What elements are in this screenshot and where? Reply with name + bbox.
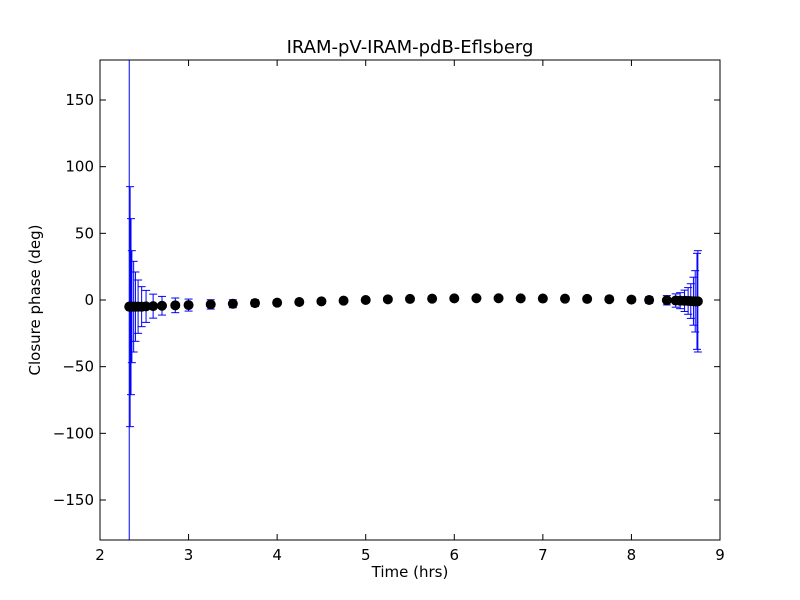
data-point (560, 293, 570, 304)
data-point (148, 301, 159, 312)
data-point (250, 298, 260, 309)
data-point (227, 298, 238, 309)
y-tick-label: −100 (53, 424, 94, 442)
data-point (405, 293, 415, 304)
chart-title: IRAM-pV-IRAM-pdB-Eflsberg (287, 37, 534, 58)
y-axis-label: Closure phase (deg) (26, 225, 44, 376)
data-point (537, 293, 548, 304)
data-point (692, 296, 703, 307)
y-tick-label: 150 (65, 91, 94, 109)
data-point (626, 294, 637, 305)
x-tick-label: 9 (715, 546, 725, 564)
x-tick-label: 4 (272, 546, 282, 564)
plot-content (124, 60, 703, 540)
data-point (644, 295, 655, 305)
data-point (427, 293, 438, 304)
data-point (360, 295, 371, 305)
data-point (493, 293, 504, 304)
y-tick-label: 0 (84, 291, 94, 309)
data-point (183, 300, 194, 311)
data-point (316, 296, 327, 307)
axes: 2 3 4 5 6 7 8 9 −150 −100 −50 0 50 100 150 (53, 59, 725, 564)
data-point (272, 297, 283, 308)
data-point (338, 295, 349, 306)
data-point (449, 293, 460, 304)
data-point (604, 294, 615, 305)
data-point (515, 293, 526, 304)
data-point (471, 293, 482, 304)
x-tick-label: 2 (95, 546, 105, 564)
data-point (157, 300, 167, 311)
x-tick-label: 6 (450, 546, 460, 564)
x-tick-label: 5 (361, 546, 371, 564)
y-tick-label: 50 (75, 224, 94, 242)
data-point (170, 300, 181, 311)
plot-area (124, 60, 703, 540)
data-point (661, 295, 672, 306)
y-tick-label: −50 (62, 358, 94, 376)
y-tick-label: −150 (53, 491, 94, 509)
x-tick-label: 8 (627, 546, 637, 564)
x-axis-label: Time (hrs) (371, 563, 449, 581)
x-tick-label: 7 (538, 546, 548, 564)
x-tick-label: 3 (184, 546, 194, 564)
y-tick-label: 100 (65, 158, 94, 176)
data-point (294, 297, 305, 307)
series-0 (124, 60, 703, 540)
data-point (205, 299, 216, 310)
data-point (382, 294, 393, 305)
data-point (582, 293, 593, 304)
